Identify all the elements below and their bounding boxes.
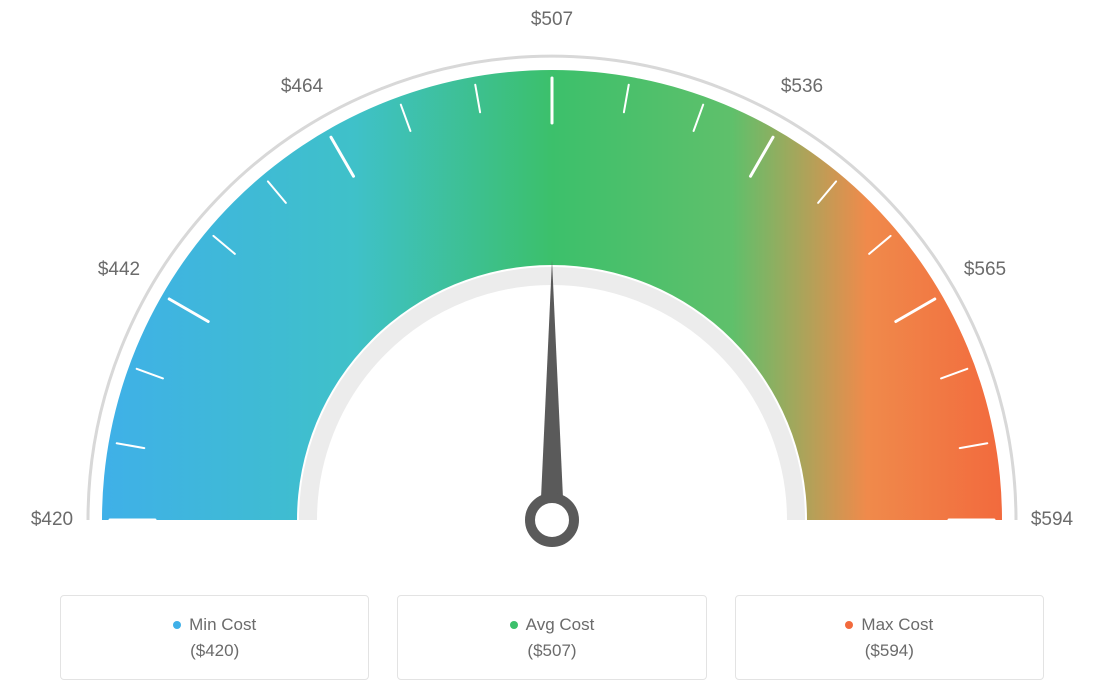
legend-min-text: Min Cost: [189, 615, 256, 635]
legend-max-value: ($594): [865, 641, 914, 661]
gauge-svg: [0, 0, 1104, 570]
legend-max: Max Cost ($594): [735, 595, 1044, 680]
gauge-chart: $420 $442 $464 $507 $536 $565 $594: [0, 0, 1104, 570]
legend-min-value: ($420): [190, 641, 239, 661]
gauge-tick-label: $464: [281, 76, 323, 98]
gauge-tick-label: $565: [964, 259, 1006, 281]
legend-min-dot: [173, 621, 181, 629]
gauge-tick-label: $420: [31, 509, 73, 531]
gauge-tick-label: $507: [531, 9, 573, 31]
legend-max-text: Max Cost: [861, 615, 933, 635]
legend-max-dot: [845, 621, 853, 629]
legend-row: Min Cost ($420) Avg Cost ($507) Max Cost…: [0, 595, 1104, 690]
legend-avg: Avg Cost ($507): [397, 595, 706, 680]
legend-min: Min Cost ($420): [60, 595, 369, 680]
legend-avg-label: Avg Cost: [510, 615, 595, 635]
legend-avg-text: Avg Cost: [526, 615, 595, 635]
gauge-tick-label: $594: [1031, 509, 1073, 531]
legend-min-label: Min Cost: [173, 615, 256, 635]
gauge-tick-label: $536: [781, 76, 823, 98]
legend-max-label: Max Cost: [845, 615, 933, 635]
gauge-tick-label: $442: [98, 259, 140, 281]
legend-avg-value: ($507): [527, 641, 576, 661]
legend-avg-dot: [510, 621, 518, 629]
